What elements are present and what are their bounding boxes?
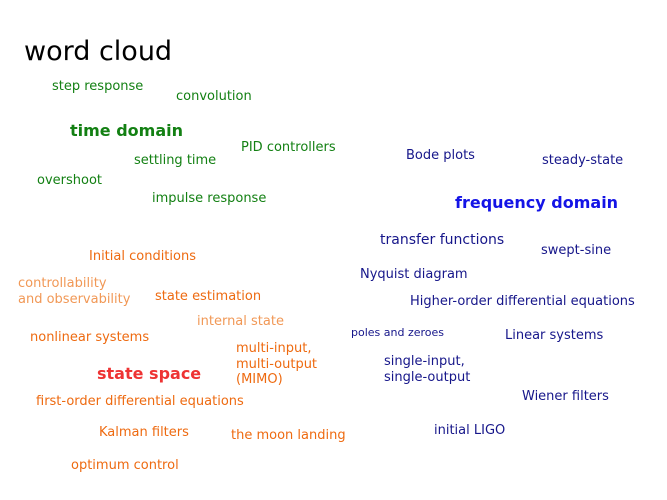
word-transfer-functions: transfer functions — [380, 232, 505, 248]
word-frequency-domain: frequency domain — [455, 193, 619, 212]
word-swept-sine: swept-sine — [541, 243, 612, 258]
word-the-moon-landing: the moon landing — [231, 428, 346, 443]
word-mimo-line2: multi-output — [236, 356, 318, 372]
word-pid-controllers: PID controllers — [241, 140, 336, 155]
word-wiener-filters: Wiener filters — [522, 389, 609, 404]
word-kalman-filters: Kalman filters — [99, 425, 189, 440]
word-steady-state: steady-state — [542, 153, 624, 168]
word-convolution: convolution — [176, 89, 252, 104]
word-first-order-differential-equations: first-order differential equations — [36, 394, 244, 409]
word-linear-systems: Linear systems — [505, 328, 604, 343]
word-siso-line2: single-output — [384, 369, 471, 385]
word-nyquist-diagram: Nyquist diagram — [360, 267, 468, 282]
word-mimo: multi-input, multi-output (MIMO) — [236, 341, 317, 388]
word-mimo-line1: multi-input, — [236, 341, 312, 356]
word-siso: single-input, single-output — [384, 354, 470, 385]
page-title: word cloud — [24, 36, 173, 67]
word-siso-line1: single-input, — [384, 354, 465, 369]
word-controllability: controllability and observability — [18, 276, 130, 307]
word-step-response: step response — [52, 79, 144, 94]
word-time-domain: time domain — [70, 121, 184, 140]
word-bode-plots: Bode plots — [406, 148, 475, 163]
word-poles-and-zeroes: poles and zeroes — [351, 326, 445, 339]
word-mimo-line3: (MIMO) — [236, 372, 283, 388]
word-impulse-response: impulse response — [152, 191, 267, 206]
word-controllability-line2: and observability — [18, 291, 131, 307]
word-controllability-line1: controllability — [18, 276, 107, 291]
word-initial-conditions: Initial conditions — [89, 249, 196, 264]
word-state-estimation: state estimation — [155, 289, 262, 304]
word-nonlinear-systems: nonlinear systems — [30, 330, 150, 345]
word-initial-ligo: initial LIGO — [434, 423, 506, 438]
word-settling-time: settling time — [134, 153, 217, 168]
word-higher-order-differential-equations: Higher-order differential equations — [410, 294, 635, 309]
word-state-space: state space — [97, 364, 202, 383]
word-optimum-control: optimum control — [71, 458, 179, 473]
word-internal-state: internal state — [197, 314, 284, 329]
word-overshoot: overshoot — [37, 173, 103, 188]
